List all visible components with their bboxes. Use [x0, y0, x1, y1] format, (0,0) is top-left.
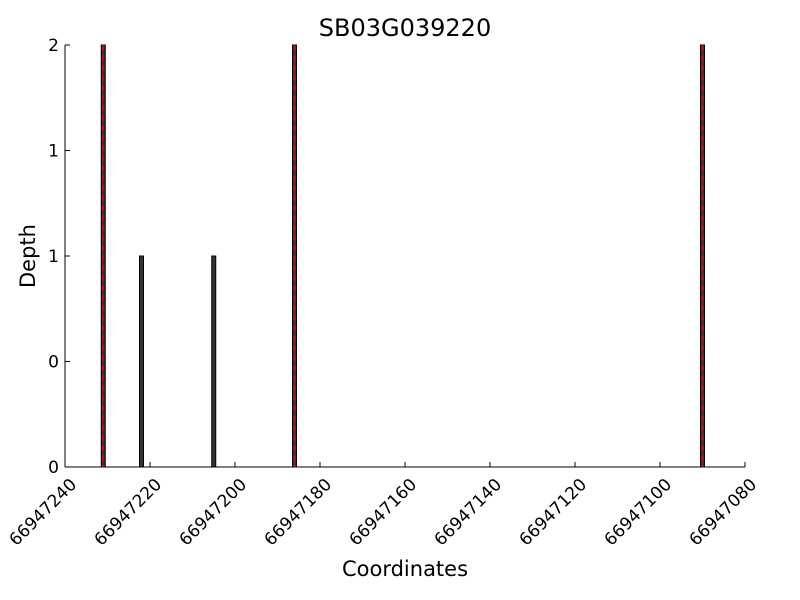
x-tick-label: 66947140	[431, 475, 506, 550]
x-tick-label: 66947240	[6, 475, 81, 550]
x-tick-label: 66947100	[601, 475, 676, 550]
bar	[139, 255, 144, 468]
x-axis-label: Coordinates	[342, 557, 468, 581]
x-tick-label: 66947160	[346, 475, 421, 550]
y-axis-label: Depth	[16, 224, 40, 288]
x-tick-label: 66947120	[516, 475, 591, 550]
x-tick-label: 66947220	[91, 475, 166, 550]
y-tick-label: 2	[48, 36, 59, 56]
y-tick-label: 1	[48, 142, 59, 162]
y-tick-label: 0	[48, 353, 59, 373]
x-tick-label: 66947180	[261, 475, 336, 550]
chart-title: SB03G039220	[319, 14, 491, 42]
bar	[211, 255, 217, 468]
y-tick-label: 1	[48, 247, 59, 267]
x-tick-label: 66947200	[176, 475, 251, 550]
x-tick-label: 66947080	[686, 475, 761, 550]
y-tick-label: 0	[48, 458, 59, 478]
